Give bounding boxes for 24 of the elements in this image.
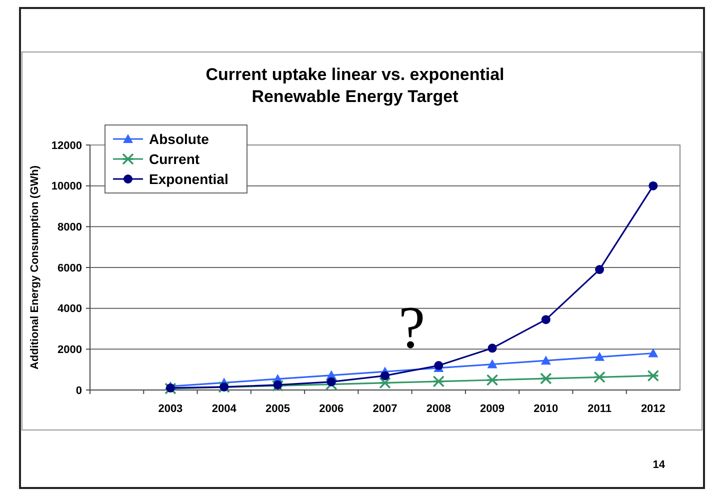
y-tick-label: 10000 bbox=[51, 180, 82, 193]
annotation: ? bbox=[398, 294, 426, 360]
y-tick-label: 12000 bbox=[51, 140, 82, 152]
x-tick-label: 2003 bbox=[158, 403, 183, 415]
x-tick-label: 2009 bbox=[480, 403, 505, 415]
legend-label: Absolute bbox=[149, 130, 210, 147]
y-tick-label: 4000 bbox=[58, 303, 82, 316]
x-tick-label: 2006 bbox=[319, 403, 344, 415]
x-tick-label: 2005 bbox=[265, 403, 290, 415]
x-tick-label: 2008 bbox=[426, 403, 451, 415]
y-tick-label: 6000 bbox=[58, 262, 82, 274]
y-tick-label: 2000 bbox=[58, 344, 82, 356]
y-tick-label: 8000 bbox=[58, 222, 82, 234]
x-tick-label: 2012 bbox=[640, 403, 666, 415]
x-tick-label: 2010 bbox=[534, 403, 558, 415]
x-tick-label: 2011 bbox=[588, 403, 612, 415]
legend-label: Current bbox=[149, 150, 200, 167]
text: 14 bbox=[652, 459, 666, 471]
y-axis-title: Additional Energy Consumption (GWh) bbox=[29, 165, 41, 370]
y-tick-label: 0 bbox=[76, 384, 82, 397]
legend-label: Exponential bbox=[149, 170, 228, 187]
x-tick-label: 2007 bbox=[372, 403, 398, 415]
chart-title: Current uptake linear vs. exponential Renewable Energy Target bbox=[206, 65, 504, 106]
x-tick-label: 2004 bbox=[212, 403, 238, 415]
